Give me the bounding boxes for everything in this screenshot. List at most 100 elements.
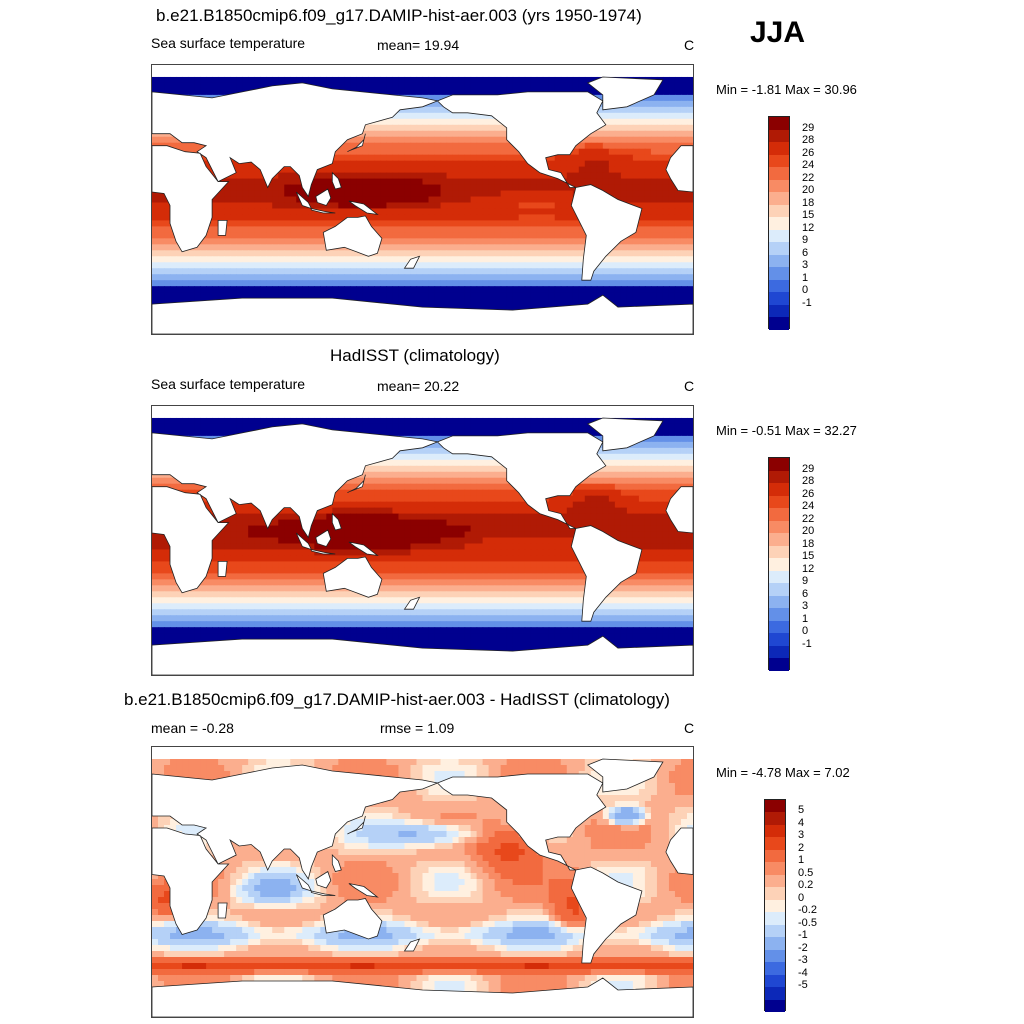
field-cell <box>440 130 448 138</box>
field-cell <box>524 250 532 257</box>
field-cell <box>458 214 466 222</box>
field-cell <box>530 292 538 299</box>
field-cell <box>356 501 363 509</box>
field-cell <box>656 130 664 138</box>
field-cell <box>686 76 693 84</box>
field-cell <box>410 166 418 174</box>
field-cell <box>686 459 693 467</box>
field-cell <box>656 280 664 287</box>
field-cell <box>434 447 442 455</box>
field-cell <box>476 172 484 180</box>
field-cell <box>644 208 652 216</box>
field-cell <box>176 483 183 491</box>
field-cell <box>284 166 291 174</box>
field-cell <box>500 184 508 192</box>
field-cell <box>518 417 526 425</box>
field-cell <box>176 256 183 263</box>
field-cell <box>488 286 496 293</box>
field-cell <box>644 483 652 491</box>
field-cell <box>482 124 490 132</box>
field-cell <box>392 459 400 467</box>
field-cell <box>398 178 406 186</box>
field-cell <box>434 489 442 497</box>
field-cell <box>476 118 484 126</box>
field-cell <box>554 196 562 204</box>
field-cell <box>272 184 279 192</box>
field-cell <box>398 106 406 114</box>
field-cell <box>566 82 574 90</box>
field-cell <box>608 112 616 120</box>
field-cell <box>626 166 634 174</box>
field-cell <box>446 477 454 485</box>
field-cell <box>368 178 376 186</box>
field-cell <box>674 130 682 138</box>
field-cell <box>584 292 592 299</box>
field-cell <box>320 202 327 210</box>
field-cell <box>452 471 460 479</box>
field-cell <box>416 166 424 174</box>
field-cell <box>242 417 249 425</box>
field-cell <box>680 429 688 437</box>
field-cell <box>254 226 261 233</box>
field-cell <box>380 238 388 245</box>
field-cell <box>506 268 514 275</box>
field-cell <box>230 280 237 287</box>
field-cell <box>488 238 496 245</box>
field-cell <box>452 220 460 227</box>
field-cell <box>542 184 550 192</box>
field-cell <box>530 268 538 275</box>
field-cell <box>434 244 442 251</box>
field-cell <box>674 256 682 263</box>
field-cell <box>164 256 171 263</box>
field-cell <box>494 202 502 210</box>
field-cell <box>194 268 201 275</box>
field-cell <box>182 417 189 425</box>
field-cell <box>470 208 478 216</box>
field-cell <box>644 142 652 150</box>
field-cell <box>476 196 484 204</box>
field-cell <box>566 238 574 245</box>
field-cell <box>476 130 484 138</box>
field-cell <box>356 489 363 497</box>
field-cell <box>476 429 484 437</box>
field-cell <box>434 423 442 431</box>
field-cell <box>596 262 604 269</box>
field-cell <box>644 106 652 114</box>
field-cell <box>380 136 388 144</box>
field-cell <box>620 130 628 138</box>
field-cell <box>626 280 634 287</box>
field-cell <box>500 250 508 257</box>
field-cell <box>188 88 195 96</box>
field-cell <box>560 196 568 204</box>
field-cell <box>440 280 448 287</box>
field-cell <box>338 274 345 281</box>
field-cell <box>440 190 448 198</box>
field-cell <box>368 417 376 425</box>
field-cell <box>476 465 484 473</box>
field-cell <box>626 142 634 150</box>
colorbar-swatches <box>768 116 790 330</box>
field-cell <box>386 244 394 251</box>
field-cell <box>452 256 460 263</box>
field-cell <box>224 226 231 233</box>
field-cell <box>422 256 430 263</box>
field-cell <box>656 459 664 467</box>
field-cell <box>530 250 538 257</box>
field-cell <box>668 106 676 114</box>
field-cell <box>350 178 357 186</box>
field-cell <box>398 184 406 192</box>
field-cell <box>554 268 562 275</box>
field-cell <box>398 124 406 132</box>
field-cell <box>632 465 640 473</box>
field-cell <box>476 142 484 150</box>
field-cell <box>626 136 634 144</box>
field-cell <box>248 250 255 257</box>
field-cell <box>686 423 693 431</box>
field-cell <box>488 471 496 479</box>
field-cell <box>614 477 622 485</box>
field-cell <box>464 465 472 473</box>
field-cell <box>368 423 376 431</box>
field-cell <box>404 292 412 299</box>
field-cell <box>662 88 670 96</box>
field-cell <box>398 423 406 431</box>
